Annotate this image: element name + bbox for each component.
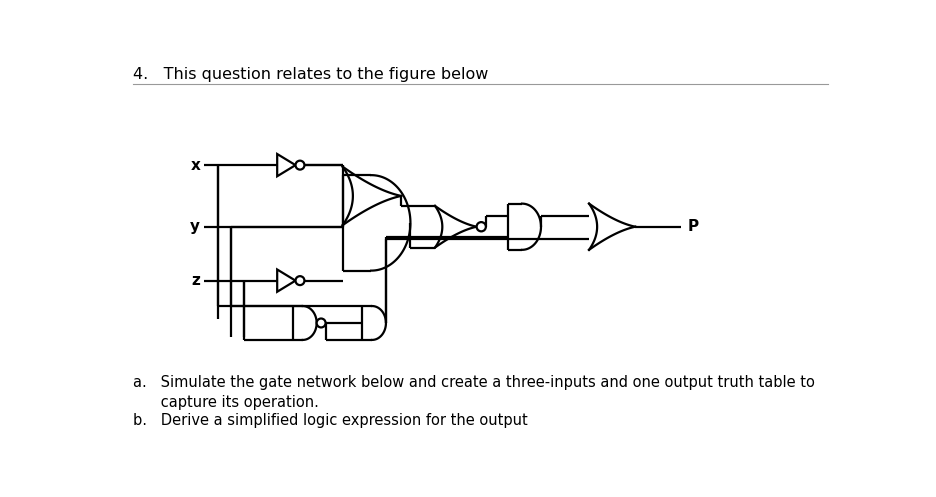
- Text: x: x: [190, 158, 200, 172]
- Text: 4.   This question relates to the figure below: 4. This question relates to the figure b…: [133, 67, 489, 82]
- Text: capture its operation.: capture its operation.: [133, 395, 319, 410]
- Polygon shape: [277, 269, 296, 292]
- Circle shape: [296, 276, 304, 285]
- Text: z: z: [191, 273, 200, 288]
- Text: P: P: [688, 219, 699, 234]
- Polygon shape: [277, 154, 296, 176]
- Circle shape: [316, 319, 326, 328]
- Text: a.   Simulate the gate network below and create a three-inputs and one output tr: a. Simulate the gate network below and c…: [133, 375, 815, 390]
- Text: b.   Derive a simplified logic expression for the output: b. Derive a simplified logic expression …: [133, 413, 528, 428]
- Circle shape: [476, 222, 486, 231]
- Circle shape: [296, 161, 304, 169]
- Text: y: y: [190, 219, 200, 234]
